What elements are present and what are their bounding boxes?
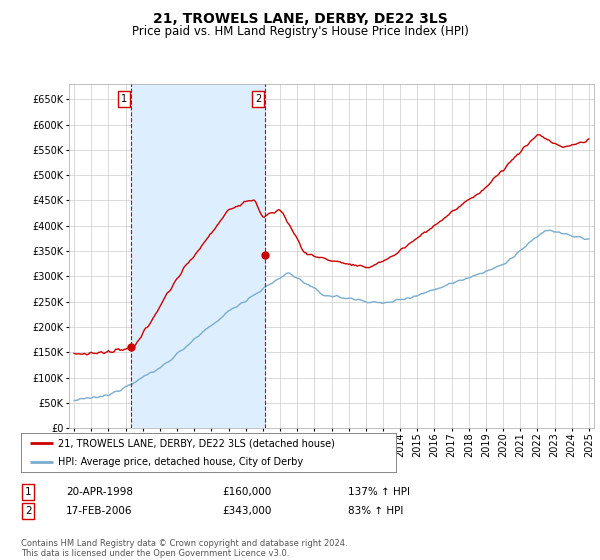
Text: 21, TROWELS LANE, DERBY, DE22 3LS: 21, TROWELS LANE, DERBY, DE22 3LS <box>152 12 448 26</box>
Text: 20-APR-1998: 20-APR-1998 <box>66 487 133 497</box>
Text: £343,000: £343,000 <box>222 506 271 516</box>
Bar <box>131 84 265 428</box>
Text: £160,000: £160,000 <box>222 487 271 497</box>
Text: HPI: Average price, detached house, City of Derby: HPI: Average price, detached house, City… <box>59 456 304 466</box>
Text: 2: 2 <box>25 506 32 516</box>
Text: 1: 1 <box>121 94 127 104</box>
Text: 2: 2 <box>255 94 262 104</box>
Text: 83% ↑ HPI: 83% ↑ HPI <box>348 506 403 516</box>
Text: 137% ↑ HPI: 137% ↑ HPI <box>348 487 410 497</box>
Text: Price paid vs. HM Land Registry's House Price Index (HPI): Price paid vs. HM Land Registry's House … <box>131 25 469 38</box>
Text: 1: 1 <box>25 487 32 497</box>
Text: 17-FEB-2006: 17-FEB-2006 <box>66 506 133 516</box>
Text: 21, TROWELS LANE, DERBY, DE22 3LS (detached house): 21, TROWELS LANE, DERBY, DE22 3LS (detac… <box>59 438 335 449</box>
Text: Contains HM Land Registry data © Crown copyright and database right 2024.
This d: Contains HM Land Registry data © Crown c… <box>21 539 347 558</box>
